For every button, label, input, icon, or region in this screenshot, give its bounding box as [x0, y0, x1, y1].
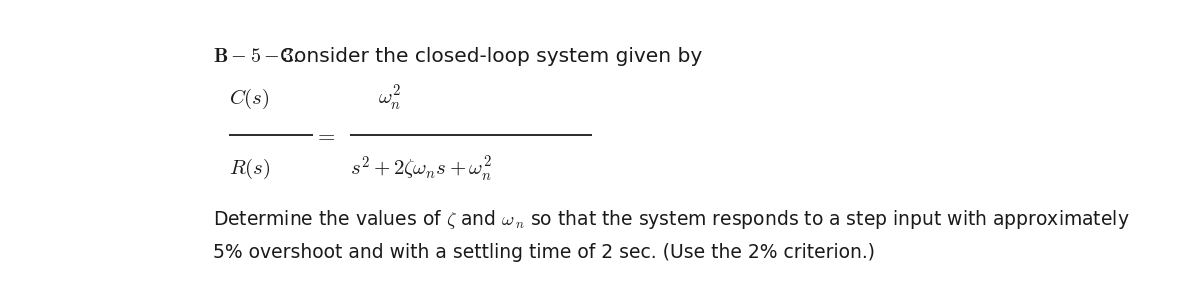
Text: $\mathbf{B-5-3.}$: $\mathbf{B-5-3.}$ — [214, 47, 299, 66]
Text: Consider the closed-loop system given by: Consider the closed-loop system given by — [281, 47, 702, 66]
Text: $s^2 + 2\zeta\omega_n s + \omega_n^2$: $s^2 + 2\zeta\omega_n s + \omega_n^2$ — [350, 155, 492, 184]
Text: $C(s)$: $C(s)$ — [229, 86, 270, 110]
Text: 5% overshoot and with a settling time of 2 sec. (Use the 2% criterion.): 5% overshoot and with a settling time of… — [214, 244, 875, 262]
Text: Determine the values of $\zeta$ and $\omega_{\,n}$ so that the system responds t: Determine the values of $\zeta$ and $\om… — [214, 208, 1130, 231]
Text: $\omega_n^2$: $\omega_n^2$ — [378, 84, 401, 113]
Text: $R(s)$: $R(s)$ — [229, 157, 271, 181]
Text: $=$: $=$ — [314, 125, 336, 145]
